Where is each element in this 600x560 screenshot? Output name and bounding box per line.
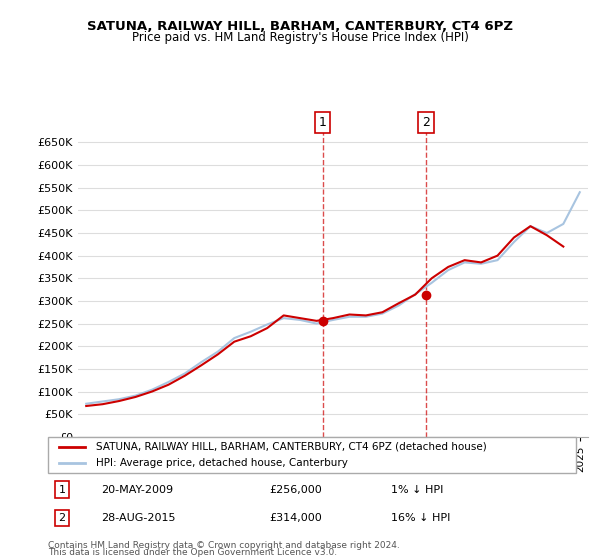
Text: SATUNA, RAILWAY HILL, BARHAM, CANTERBURY, CT4 6PZ: SATUNA, RAILWAY HILL, BARHAM, CANTERBURY…	[87, 20, 513, 32]
Text: 2: 2	[59, 513, 65, 523]
Text: 2: 2	[422, 116, 430, 129]
Text: £256,000: £256,000	[270, 484, 323, 494]
Text: 1% ↓ HPI: 1% ↓ HPI	[391, 484, 443, 494]
Text: £314,000: £314,000	[270, 513, 323, 523]
Text: SATUNA, RAILWAY HILL, BARHAM, CANTERBURY, CT4 6PZ (detached house): SATUNA, RAILWAY HILL, BARHAM, CANTERBURY…	[95, 442, 486, 452]
Text: 1: 1	[59, 484, 65, 494]
Text: Contains HM Land Registry data © Crown copyright and database right 2024.: Contains HM Land Registry data © Crown c…	[48, 541, 400, 550]
Text: 16% ↓ HPI: 16% ↓ HPI	[391, 513, 451, 523]
FancyBboxPatch shape	[48, 437, 576, 473]
Text: 20-MAY-2009: 20-MAY-2009	[101, 484, 173, 494]
Text: This data is licensed under the Open Government Licence v3.0.: This data is licensed under the Open Gov…	[48, 548, 337, 557]
Text: Price paid vs. HM Land Registry's House Price Index (HPI): Price paid vs. HM Land Registry's House …	[131, 31, 469, 44]
Text: 1: 1	[319, 116, 327, 129]
Text: 28-AUG-2015: 28-AUG-2015	[101, 513, 175, 523]
Text: HPI: Average price, detached house, Canterbury: HPI: Average price, detached house, Cant…	[95, 458, 347, 468]
